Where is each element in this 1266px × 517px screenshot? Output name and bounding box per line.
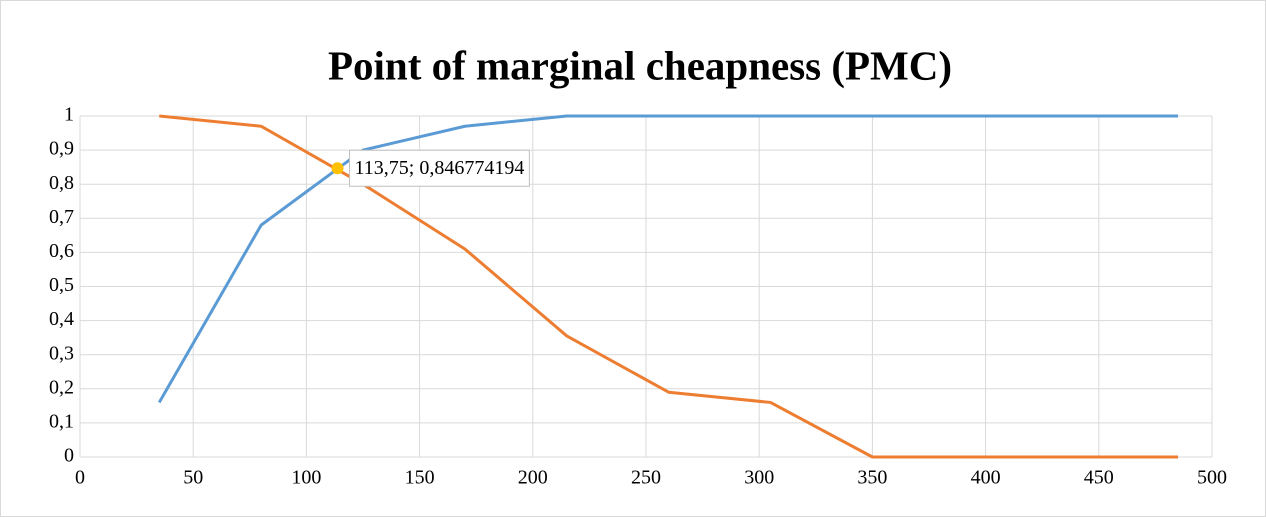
y-tick-label: 0,9 — [49, 138, 74, 160]
x-tick-label: 350 — [857, 467, 887, 489]
y-tick-label: 0,5 — [49, 274, 74, 296]
series-line — [159, 114, 1179, 459]
y-tick-label: 0,4 — [49, 308, 74, 330]
y-tick-label: 0,6 — [49, 240, 74, 262]
y-tick-label: 0,1 — [49, 410, 74, 432]
x-tick-label: 0 — [75, 467, 85, 489]
annotation-label: 113,75; 0,846774194 — [355, 157, 525, 179]
x-tick-label: 400 — [971, 467, 1001, 489]
y-tick-label: 0 — [64, 445, 74, 467]
y-tick-label: 0,8 — [49, 172, 74, 194]
annotation-box — [349, 149, 530, 187]
x-tick-label: 150 — [405, 467, 435, 489]
y-tick-label: 0,3 — [49, 342, 74, 364]
x-tick-label: 200 — [518, 467, 548, 489]
x-tick-label: 250 — [631, 467, 661, 489]
x-tick-label: 450 — [1084, 467, 1114, 489]
y-tick-label: 0,7 — [49, 206, 74, 228]
series-line — [157, 114, 1179, 404]
x-tick-label: 100 — [291, 467, 321, 489]
x-tick-label: 300 — [744, 467, 774, 489]
x-tick-label: 50 — [183, 467, 203, 489]
chart-title: Point of marginal cheapness (PMC) — [328, 42, 952, 88]
x-tick-label: 500 — [1197, 467, 1227, 489]
y-tick-label: 1 — [64, 104, 74, 126]
annotation-marker — [331, 162, 344, 175]
y-tick-label: 0,2 — [49, 376, 74, 398]
